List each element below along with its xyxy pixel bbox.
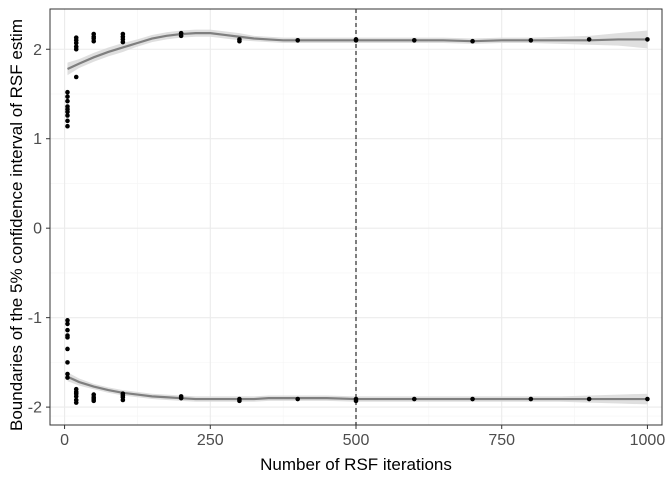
y-tick-label: -1: [28, 310, 42, 327]
data-point: [65, 321, 70, 327]
y-tick-label: 2: [33, 42, 42, 59]
data-point: [645, 37, 650, 42]
data-point: [65, 118, 70, 124]
data-point: [237, 398, 242, 404]
data-point: [120, 397, 126, 403]
data-point: [65, 94, 70, 99]
data-point: [65, 333, 70, 338]
smooth_lower-line: [67, 375, 648, 401]
x-tick-label: 750: [488, 432, 515, 449]
data-point: [73, 40, 79, 46]
data-point: [353, 398, 359, 404]
data-point: [528, 38, 534, 43]
data-point: [295, 396, 301, 402]
data-point: [65, 123, 70, 129]
data-point: [91, 38, 97, 44]
data-point: [470, 396, 475, 402]
x-tick-label: 250: [197, 432, 224, 449]
data-point: [73, 400, 79, 405]
data-point: [411, 396, 417, 402]
data-point: [470, 38, 475, 44]
x-tick-label: 0: [60, 432, 69, 449]
data-point: [528, 396, 534, 402]
data-point: [178, 33, 184, 39]
y-axis-title: Boundaries of the 5% confidence interval…: [7, 19, 26, 431]
data-point: [411, 38, 417, 43]
data-point: [120, 39, 126, 45]
data-point: [65, 109, 70, 115]
data-point: [73, 74, 79, 80]
data-point: [65, 371, 70, 377]
data-point: [645, 396, 650, 402]
y-tick-label: 0: [33, 221, 42, 238]
data-point: [295, 38, 301, 43]
data-point: [65, 360, 70, 365]
data-point: [65, 327, 70, 333]
x-axis-title: Number of RSF iterations: [260, 455, 452, 474]
data-point: [73, 46, 79, 52]
data-point: [586, 396, 592, 402]
data-point: [237, 38, 242, 44]
x-tick-label: 500: [343, 432, 370, 449]
y-tick-label: -2: [28, 400, 42, 417]
data-point: [73, 394, 79, 399]
x-tick-label: 1000: [630, 432, 666, 449]
data-point: [353, 38, 359, 43]
smooth-lines: [67, 32, 648, 401]
smooth_upper-line: [67, 32, 648, 70]
data-point: [65, 113, 70, 118]
data-point: [178, 395, 184, 401]
data-point: [65, 98, 70, 104]
data-point: [586, 37, 592, 42]
y-axis: -2 -1 0 1 2: [28, 42, 50, 417]
x-axis: 0 250 500 750 1000: [60, 425, 665, 449]
data-points: [65, 30, 650, 405]
smooth_lower-band: [67, 372, 648, 405]
y-tick-label: 1: [33, 131, 42, 148]
data-point: [91, 398, 97, 404]
data-point: [65, 346, 70, 352]
data-point: [65, 89, 70, 95]
data-point: [65, 318, 70, 323]
data-point: [65, 375, 70, 380]
